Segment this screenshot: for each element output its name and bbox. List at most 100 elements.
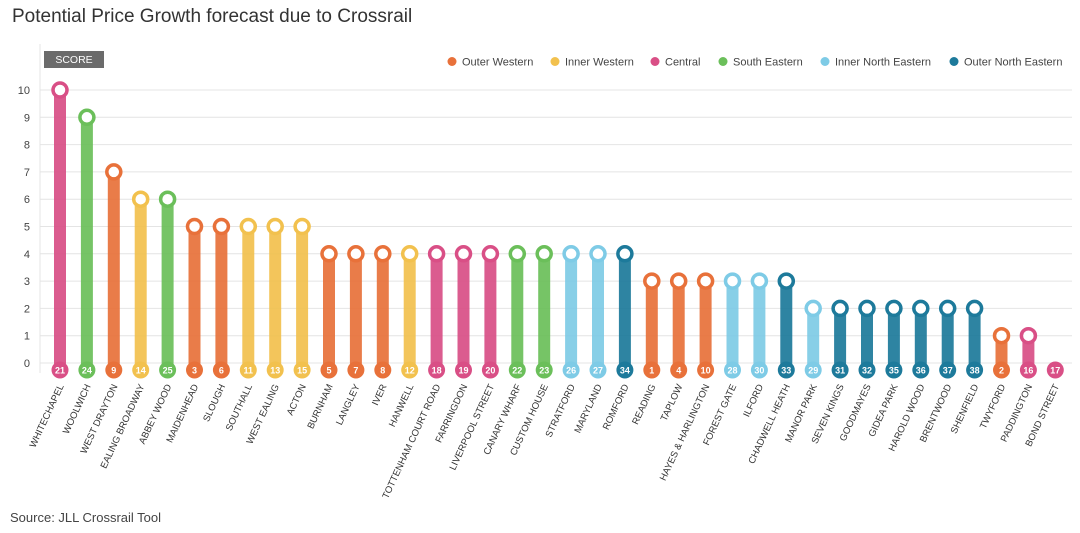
- lollipop-point[interactable]: 38: [965, 299, 984, 379]
- lollipop-point[interactable]: 31: [831, 299, 849, 379]
- legend-swatch: [820, 57, 830, 66]
- lollipop-point[interactable]: 16: [1019, 326, 1038, 379]
- lollipop-point[interactable]: 24: [78, 108, 96, 379]
- lollipop-point[interactable]: 27: [589, 245, 607, 379]
- lollipop-head: [992, 326, 1011, 345]
- rank-number: 24: [82, 366, 92, 376]
- lollipop-point[interactable]: 21: [51, 81, 69, 379]
- lollipop-point[interactable]: 29: [804, 299, 822, 379]
- rank-badge: [51, 361, 69, 379]
- lollipop-head: [454, 245, 473, 263]
- lollipop-head: [158, 190, 177, 208]
- y-tick-label: 9: [24, 112, 30, 124]
- x-tick-label: BURNHAM: [305, 383, 335, 431]
- lollipop-point[interactable]: 26: [562, 245, 580, 379]
- lollipop-point[interactable]: 13: [266, 217, 284, 379]
- lollipop-head: [481, 245, 500, 263]
- rank-number: 11: [244, 366, 254, 376]
- lollipop-point[interactable]: 34: [616, 245, 634, 379]
- rank-number: 27: [593, 366, 603, 376]
- legend-swatch: [718, 57, 728, 66]
- rank-badge: [562, 361, 580, 379]
- lollipop-point[interactable]: 22: [508, 245, 527, 379]
- score-badge-box: [44, 51, 104, 68]
- lollipop-point[interactable]: 6: [212, 217, 231, 379]
- legend-label: South Eastern: [733, 57, 803, 69]
- rank-number: 25: [163, 366, 173, 376]
- lollipop-point[interactable]: 28: [723, 272, 742, 379]
- rank-number: 5: [326, 366, 331, 376]
- lollipop-point[interactable]: 37: [938, 299, 957, 379]
- rank-number: 17: [1050, 366, 1060, 376]
- lollipop-point[interactable]: 36: [912, 299, 930, 379]
- lollipop-head: [1019, 326, 1038, 345]
- lollipop-point[interactable]: 35: [885, 299, 903, 379]
- legend-item[interactable]: Outer Western: [447, 57, 534, 69]
- lollipop-head: [562, 245, 580, 263]
- rank-number: 6: [219, 366, 224, 376]
- legend-label: Central: [665, 57, 700, 69]
- lollipop-point[interactable]: 1: [643, 272, 661, 379]
- lollipop-point[interactable]: 2: [992, 326, 1011, 379]
- rank-badge: [455, 361, 472, 379]
- lollipop-point[interactable]: 30: [750, 272, 769, 379]
- lollipop-point[interactable]: 14: [131, 190, 150, 379]
- y-tick-label: 7: [24, 167, 30, 179]
- lollipop-point[interactable]: 4: [669, 272, 688, 379]
- lollipop-point[interactable]: 23: [535, 245, 553, 379]
- x-tick-label: ROMFORD: [601, 382, 632, 431]
- lollipop-point[interactable]: 10: [696, 272, 715, 379]
- chart-title: Potential Price Growth forecast due to C…: [12, 6, 413, 27]
- rank-badge: [804, 361, 822, 379]
- rank-badge: [858, 361, 876, 379]
- lollipop-head: [643, 272, 661, 290]
- legend-item[interactable]: South Eastern: [718, 57, 803, 69]
- lollipop-point[interactable]: 18: [427, 245, 446, 379]
- lollipop-point[interactable]: 32: [858, 299, 876, 379]
- lollipop-point[interactable]: 19: [454, 245, 473, 379]
- lollipop-point[interactable]: 3: [185, 217, 204, 379]
- rank-badge: [159, 361, 177, 379]
- rank-number: 33: [781, 366, 791, 376]
- legend-item[interactable]: Central: [650, 57, 701, 69]
- rank-badge: [320, 361, 338, 379]
- source-note: Source: JLL Crossrail Tool: [10, 510, 162, 525]
- lollipop-head: [804, 299, 822, 318]
- lollipop-head: [51, 81, 69, 99]
- lollipop-point[interactable]: 25: [158, 190, 177, 379]
- lollipop-head: [320, 245, 338, 263]
- legend-label: Inner Western: [565, 57, 634, 69]
- lollipop-point[interactable]: 9: [105, 163, 123, 379]
- x-tick-label: HANWELL: [387, 383, 416, 429]
- lollipop-point[interactable]: 17: [1046, 361, 1064, 379]
- lollipop-point[interactable]: 20: [481, 245, 500, 379]
- legend-item[interactable]: Inner Western: [550, 57, 634, 69]
- rank-number: 36: [916, 366, 926, 376]
- rank-number: 37: [943, 366, 953, 376]
- lollipop-point[interactable]: 5: [320, 245, 338, 379]
- lollipop-point[interactable]: 15: [293, 217, 311, 379]
- lollipop-point[interactable]: 12: [400, 245, 419, 379]
- rank-number: 16: [1023, 366, 1033, 376]
- x-tick-label: TWYFORD: [978, 383, 1008, 431]
- rank-number: 32: [862, 366, 872, 376]
- rank-badge: [885, 361, 903, 379]
- x-tick-label: ACTON: [285, 383, 309, 418]
- lollipop-point[interactable]: 33: [777, 272, 796, 379]
- rank-badge: [293, 361, 311, 379]
- lollipop-point[interactable]: 8: [374, 245, 392, 379]
- lollipop-head: [696, 272, 715, 290]
- legend-item[interactable]: Outer North Eastern: [949, 57, 1063, 69]
- lollipop-point[interactable]: 7: [347, 245, 365, 379]
- legend-label: Outer Western: [462, 57, 533, 69]
- lollipop-head: [616, 245, 634, 263]
- rank-badge: [132, 361, 150, 379]
- x-tick-label: TOTTENHAM COURT ROAD: [380, 382, 443, 500]
- rank-badge: [239, 361, 257, 379]
- legend-item[interactable]: Inner North Eastern: [820, 57, 932, 69]
- rank-badge: [1019, 361, 1037, 379]
- lollipop-head: [347, 245, 365, 263]
- lollipop-point[interactable]: 11: [239, 217, 258, 379]
- lollipop-head: [912, 299, 930, 318]
